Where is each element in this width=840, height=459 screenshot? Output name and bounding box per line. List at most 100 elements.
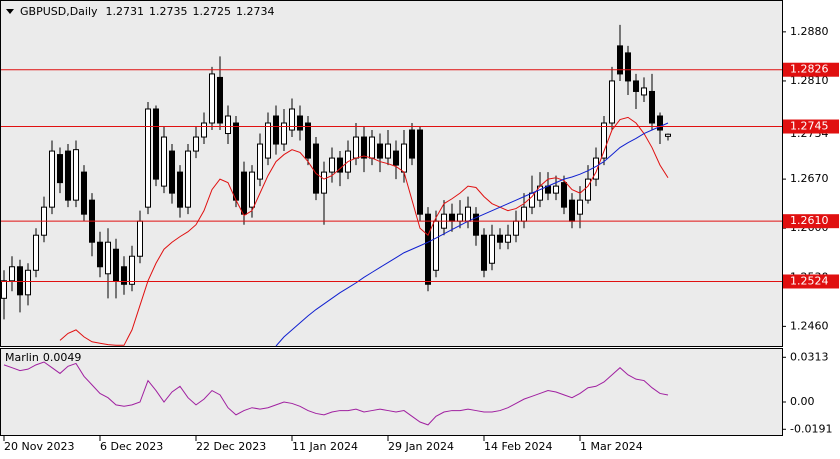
candle-body [201,122,207,138]
candle-body [353,136,359,159]
candle-body [657,115,663,131]
candle-body [409,129,415,159]
candle-body [449,213,455,222]
candle-body [609,80,615,124]
candle-body [369,136,375,159]
last-high: 1.2735 [149,5,188,18]
x-tick-label: 29 Jan 2024 [388,440,454,453]
x-tick-label: 11 Jan 2024 [292,440,358,453]
candle-body [289,108,295,131]
y-tick-label: 1.2460 [790,319,829,332]
candle-body [105,241,111,275]
candle-body [49,150,55,208]
indicator-header: Marlin 0.0049 [5,351,81,364]
level-label: 1.2610 [790,214,829,227]
candle-body [1,280,7,299]
x-tick-label: 20 Nov 2023 [4,440,74,453]
candle-body [185,150,191,208]
level-label: 1.2524 [790,274,829,287]
candle-body [233,122,239,201]
candle-body [257,143,263,180]
candle-body [457,213,463,222]
chart-header: GBPUSD,Daily 1.2731 1.2735 1.2725 1.2734 [20,5,275,18]
candle-body [121,266,127,285]
candle-body [521,206,527,222]
candle-body [505,234,511,243]
y-tick-label: 1.2670 [790,172,829,185]
candle-body [129,255,135,285]
level-label: 1.2745 [790,120,829,133]
candle-body [473,213,479,236]
candle-body [561,182,567,208]
symbol-title: GBPUSD,Daily [20,5,98,18]
candle-body [497,234,503,243]
candle-body [321,171,327,194]
candle-body [433,220,439,271]
indicator-name: Marlin [5,351,39,364]
indicator-line [3,361,669,426]
candle-body [177,171,183,208]
y-tick-label: 1.2810 [790,74,829,87]
candle-body [633,80,639,92]
candle-body [313,143,319,194]
y-tick-label: 1.2880 [790,25,829,38]
candle-body [649,90,655,124]
x-tick-label: 22 Dec 2023 [196,440,266,453]
candle-body [57,154,63,184]
level-label-bg [783,274,839,289]
candle-body [393,150,399,166]
candle-body [249,171,255,208]
candle-body [489,234,495,264]
candle-body [361,136,367,159]
candle-body [33,234,39,271]
level-label: 1.2826 [790,63,829,76]
candle-body [81,171,87,215]
candle-body [553,185,559,194]
x-tick-label: 14 Feb 2024 [484,440,552,453]
candle-body [161,136,167,187]
x-tick-label: 6 Dec 2023 [100,440,163,453]
menu-arrow [6,9,14,14]
candle-body [65,150,71,201]
y-tick-label: 0.0313 [790,350,829,363]
candle-body [601,122,607,159]
candle-body [617,45,623,75]
candle-body [153,108,159,180]
candle-body [297,115,303,131]
candle-body [145,108,151,208]
last-low: 1.2725 [193,5,232,18]
candle-body [385,143,391,159]
level-label-bg [783,119,839,134]
candle-body [529,192,535,208]
y-tick-label: 0.00 [790,395,815,408]
candle-body [377,143,383,159]
candle-body [113,248,119,282]
candle-body [337,157,343,173]
candle-body [9,266,15,282]
candle-body [593,157,599,180]
candle-body [137,220,143,257]
candle-body [265,122,271,159]
last-close: 1.2734 [236,5,275,18]
y-tick-label: -0.0191 [790,422,832,435]
candle-body [641,87,647,96]
candle-body [193,136,199,152]
level-label-bg [783,62,839,77]
plot-layer: 1.28801.28101.27401.26701.26001.25301.24… [1,24,839,453]
candle-body [169,150,175,194]
candle-body [225,115,231,135]
x-tick-label: 1 Mar 2024 [580,440,643,453]
candle-body [481,234,487,271]
candle-body [665,133,671,137]
candle-body [209,73,215,124]
candle-body [241,171,247,215]
level-label-bg [783,214,839,229]
candle-body [465,206,471,222]
candle-body [569,199,575,222]
candle-body [281,122,287,145]
candle-body [17,266,23,296]
candle-body [273,115,279,145]
candle-body [73,149,79,201]
price-panel [0,0,783,347]
